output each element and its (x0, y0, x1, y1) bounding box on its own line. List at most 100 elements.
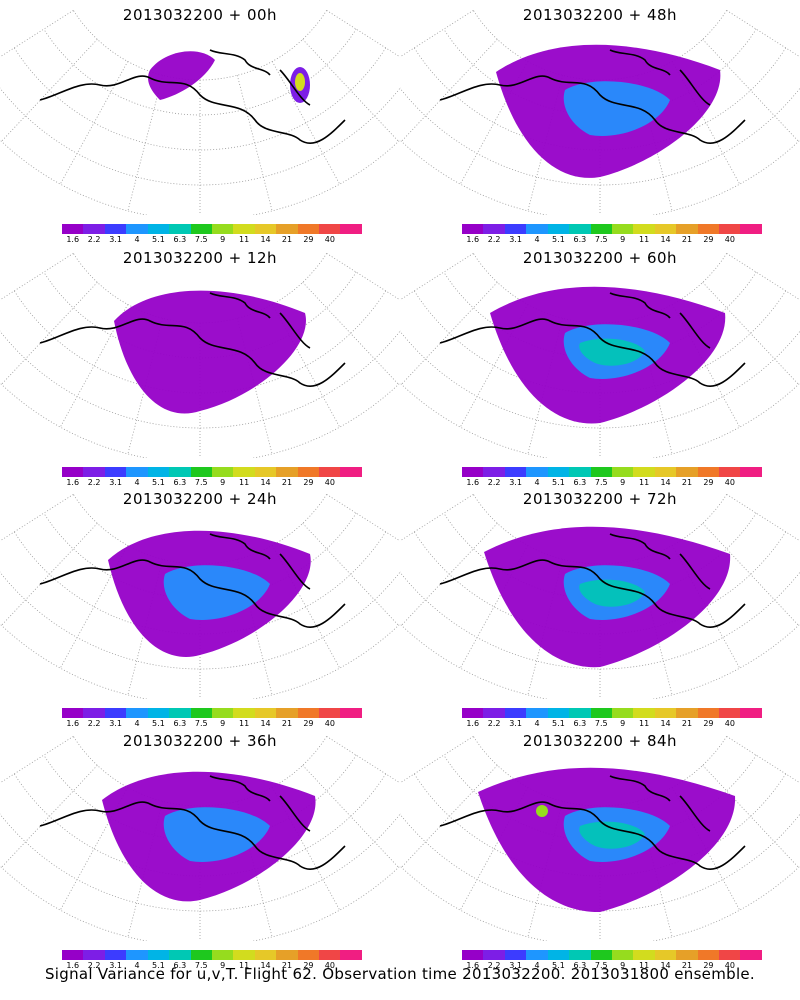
polar-map (0, 736, 400, 941)
colorbar-segment (676, 708, 698, 718)
coastline (439, 292, 746, 387)
latitude-gridline (400, 87, 800, 186)
colorbar-label: 40 (724, 235, 735, 244)
colorbar-segment (719, 708, 741, 718)
colorbar-label: 6.3 (573, 235, 587, 244)
colorbar-label: 40 (324, 235, 335, 244)
panel-title: 2013032200 + 00h (122, 6, 278, 24)
colorbar-segment (276, 950, 298, 960)
colorbar-segment (547, 467, 570, 477)
colorbar-segment (654, 224, 677, 234)
colorbar-label: 14 (660, 719, 671, 728)
colorbar-label: 6.3 (173, 235, 187, 244)
colorbar-segment (504, 708, 527, 718)
colorbar-segment (297, 950, 320, 960)
meridian-gridline (127, 75, 164, 211)
colorbar-labels: 1.6 2.2 3.1 4 5.1 6.3 7.5 9 11 14 21 29 40 (452, 719, 772, 731)
colorbar-label: 6.3 (573, 719, 587, 728)
variance-field-low (148, 51, 215, 100)
colorbar-label: 29 (303, 235, 314, 244)
panel-title: 2013032200 + 72h (522, 490, 678, 508)
coastline (39, 533, 346, 628)
variance-field-high (579, 338, 645, 366)
meridian-gridline (726, 736, 800, 784)
colorbar-labels: 1.6 2.2 3.1 4 5.1 6.3 7.5 9 11 14 21 29 40 (52, 478, 372, 490)
colorbar-segment (104, 224, 127, 234)
colorbar-segment (104, 708, 127, 718)
colorbar-label: 5.1 (152, 719, 165, 728)
colorbar-label: 21 (281, 961, 293, 970)
panel-title: 2013032200 + 60h (522, 249, 678, 267)
colorbar-label: 21 (281, 235, 293, 244)
meridian-gridline (702, 523, 799, 626)
colorbar-label: 6.3 (573, 478, 587, 487)
colorbar-segment (254, 708, 277, 718)
colorbar (62, 467, 362, 477)
meridian-gridline (236, 75, 273, 211)
colorbar-label: 11 (639, 478, 650, 487)
meridian-gridline (1, 39, 98, 142)
colorbar-label: 2.2 (87, 961, 101, 970)
colorbar-label: 29 (703, 961, 714, 970)
meridian-gridline (326, 494, 400, 542)
polar-map (400, 494, 800, 699)
meridian-gridline (400, 10, 474, 58)
colorbar-label: 3.1 (109, 478, 122, 487)
panel-title: 2013032200 + 84h (522, 732, 678, 750)
meridian-gridline (302, 39, 399, 142)
colorbar (462, 467, 762, 477)
colorbar-segment (233, 467, 255, 477)
colorbar-segment (190, 950, 212, 960)
colorbar-label: 7.5 (594, 719, 608, 728)
colorbar-segment (740, 224, 762, 234)
colorbar-segment (233, 708, 255, 718)
colorbar-label: 3.1 (109, 235, 122, 244)
colorbar (462, 950, 762, 960)
colorbar-segment (190, 708, 212, 718)
colorbar-segment (233, 224, 255, 234)
colorbar-label: 2.2 (87, 235, 101, 244)
colorbar-segment (697, 950, 720, 960)
colorbar-label: 40 (324, 719, 335, 728)
meridian-gridline (726, 253, 800, 301)
meridian-gridline (726, 494, 800, 542)
polar-map (400, 253, 800, 458)
colorbar-label: 3.1 (509, 961, 522, 970)
colorbar-segment (590, 708, 612, 718)
colorbar-label: 29 (703, 235, 714, 244)
colorbar-segment (126, 467, 148, 477)
forecast-panel: 2013032200 + 36h 1.6 2.2 3.1 4 5.1 6.3 7.5 9 11 14… (0, 726, 400, 971)
latitude-gridline (43, 512, 357, 600)
colorbar-label: 40 (724, 961, 735, 970)
colorbar-label: 40 (324, 961, 335, 970)
meridian-gridline (1, 282, 98, 385)
colorbar-segment (211, 224, 234, 234)
colorbar-label: 7.5 (194, 719, 208, 728)
colorbar-segment (126, 224, 148, 234)
meridian-gridline (401, 765, 498, 868)
colorbar-label: 7.5 (194, 235, 208, 244)
colorbar-segment (62, 950, 84, 960)
colorbar-segment (611, 950, 634, 960)
colorbar-label: 11 (239, 478, 250, 487)
colorbar-label: 5.1 (152, 235, 165, 244)
colorbar-label: 4 (134, 478, 140, 487)
meridian-gridline (1, 523, 98, 626)
colorbar-label: 21 (281, 478, 293, 487)
latitude-gridline (0, 330, 400, 429)
coastline (439, 533, 746, 628)
meridian-gridline (0, 10, 74, 58)
colorbar-label: 14 (260, 235, 271, 244)
colorbar-segment (462, 950, 484, 960)
meridian-gridline (400, 494, 474, 542)
colorbar-label: 4 (534, 961, 540, 970)
meridian-gridline (0, 736, 74, 784)
forecast-panel: 2013032200 + 60h 1.6 2.2 3.1 4 5.1 6.3 7.5 9 11 14… (400, 243, 800, 488)
colorbar-label: 14 (260, 478, 271, 487)
panel-title: 2013032200 + 48h (522, 6, 678, 24)
latitude-gridline (443, 28, 757, 116)
colorbar-segment (504, 467, 527, 477)
colorbar-segment (319, 950, 341, 960)
colorbar (62, 708, 362, 718)
latitude-gridline (400, 813, 800, 912)
